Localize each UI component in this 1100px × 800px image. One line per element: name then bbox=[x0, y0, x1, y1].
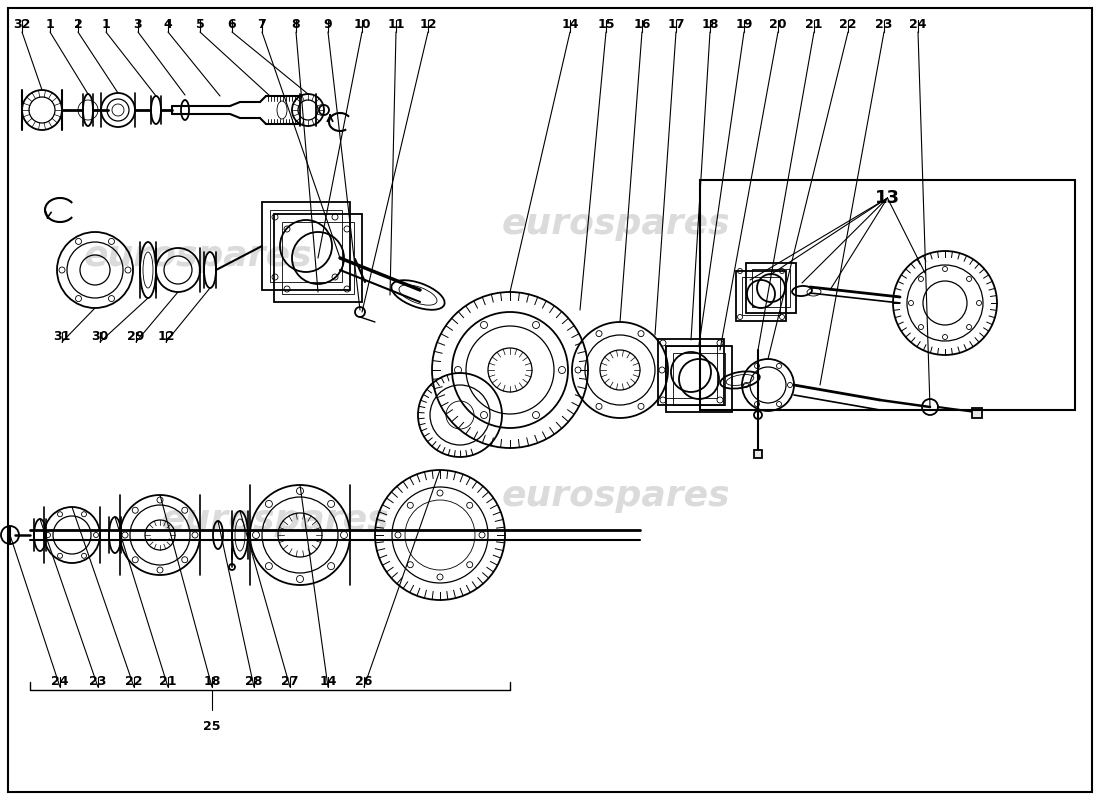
Text: 1: 1 bbox=[45, 18, 54, 31]
Text: 13: 13 bbox=[874, 189, 900, 207]
Text: 12: 12 bbox=[419, 18, 437, 31]
Bar bbox=[262, 202, 350, 290]
Text: 2: 2 bbox=[74, 18, 82, 31]
Text: 10: 10 bbox=[353, 18, 371, 31]
Text: 19: 19 bbox=[735, 18, 752, 31]
Bar bbox=[754, 450, 762, 458]
Text: 23: 23 bbox=[89, 675, 107, 688]
Text: 12: 12 bbox=[157, 330, 175, 343]
Text: 21: 21 bbox=[160, 675, 177, 688]
Text: 5: 5 bbox=[196, 18, 205, 31]
Text: 31: 31 bbox=[53, 330, 70, 343]
Text: 26: 26 bbox=[355, 675, 373, 688]
Text: eurospares: eurospares bbox=[502, 207, 730, 241]
Text: 4: 4 bbox=[164, 18, 173, 31]
Text: 18: 18 bbox=[204, 675, 221, 688]
Text: 18: 18 bbox=[702, 18, 718, 31]
Text: 25: 25 bbox=[204, 720, 221, 733]
Text: 29: 29 bbox=[128, 330, 145, 343]
Bar bbox=[746, 263, 796, 313]
Bar bbox=[274, 214, 362, 302]
Text: eurospares: eurospares bbox=[84, 239, 312, 273]
Text: 8: 8 bbox=[292, 18, 300, 31]
Bar bbox=[972, 408, 982, 418]
Text: 14: 14 bbox=[319, 675, 337, 688]
Text: 9: 9 bbox=[323, 18, 332, 31]
Bar bbox=[700, 180, 1075, 410]
Text: 28: 28 bbox=[245, 675, 263, 688]
Text: 15: 15 bbox=[597, 18, 615, 31]
Text: 24: 24 bbox=[910, 18, 926, 31]
Text: 27: 27 bbox=[282, 675, 299, 688]
Text: 23: 23 bbox=[876, 18, 893, 31]
Text: 1: 1 bbox=[101, 18, 110, 31]
Text: 21: 21 bbox=[805, 18, 823, 31]
Text: 3: 3 bbox=[134, 18, 142, 31]
Bar bbox=[666, 346, 732, 412]
Text: 7: 7 bbox=[257, 18, 266, 31]
Text: 20: 20 bbox=[769, 18, 786, 31]
Bar bbox=[673, 353, 725, 405]
Text: 16: 16 bbox=[634, 18, 651, 31]
Bar bbox=[666, 346, 717, 398]
Bar bbox=[752, 269, 790, 307]
Text: 22: 22 bbox=[839, 18, 857, 31]
Text: 30: 30 bbox=[91, 330, 109, 343]
Text: 6: 6 bbox=[228, 18, 236, 31]
Text: eurospares: eurospares bbox=[161, 503, 389, 537]
Text: 11: 11 bbox=[387, 18, 405, 31]
Text: 22: 22 bbox=[125, 675, 143, 688]
Bar bbox=[658, 339, 724, 405]
Bar bbox=[282, 222, 354, 294]
Text: 14: 14 bbox=[561, 18, 579, 31]
Text: 32: 32 bbox=[13, 18, 31, 31]
Bar bbox=[270, 210, 342, 282]
Bar bbox=[742, 277, 780, 315]
Text: eurospares: eurospares bbox=[502, 479, 730, 513]
Bar bbox=[736, 271, 786, 321]
Text: 24: 24 bbox=[52, 675, 68, 688]
Text: 17: 17 bbox=[668, 18, 684, 31]
